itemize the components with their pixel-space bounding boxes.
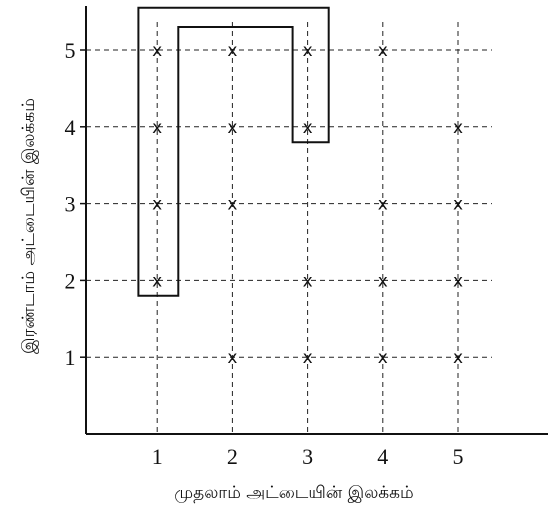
data-point-x-mark: x bbox=[453, 118, 463, 138]
y-tick-label: 3 bbox=[65, 192, 76, 217]
x-tick-labels: 1 2 3 4 5 bbox=[152, 444, 464, 469]
data-point-x-mark: x bbox=[303, 348, 313, 368]
x-tick-label: 4 bbox=[377, 444, 388, 469]
x-tick-label: 3 bbox=[302, 444, 313, 469]
event-region bbox=[137, 6, 330, 297]
y-tick-label: 5 bbox=[65, 38, 76, 63]
y-axis-title: இரண்டாம் அட்டையின் இலக்கம் bbox=[19, 98, 39, 354]
points: x x x x x x x x x x x x x x x x x x x x bbox=[152, 41, 463, 368]
x-axis-title: முதலாம் அட்டையின் இலக்கம் bbox=[174, 483, 413, 503]
data-point-x-mark: x bbox=[303, 41, 313, 61]
data-point-x-mark: x bbox=[378, 271, 388, 291]
data-point-x-mark: x bbox=[227, 118, 237, 138]
data-point-x-mark: x bbox=[227, 41, 237, 61]
y-tick-label: 4 bbox=[65, 115, 76, 140]
grid bbox=[80, 22, 492, 434]
y-tick-label: 2 bbox=[65, 268, 76, 293]
data-point-x-mark: x bbox=[378, 195, 388, 215]
data-point-x-mark: x bbox=[152, 271, 162, 291]
data-point-x-mark: x bbox=[453, 348, 463, 368]
data-point-x-mark: x bbox=[453, 195, 463, 215]
data-point-x-mark: x bbox=[303, 271, 313, 291]
data-point-x-mark: x bbox=[227, 348, 237, 368]
y-tick-labels: 1 2 3 4 5 bbox=[65, 38, 76, 370]
data-point-x-mark: x bbox=[152, 41, 162, 61]
data-point-x-mark: x bbox=[152, 195, 162, 215]
region-outline bbox=[137, 6, 330, 297]
data-point-x-mark: x bbox=[303, 118, 313, 138]
data-point-x-mark: x bbox=[453, 271, 463, 291]
x-tick-label: 5 bbox=[453, 444, 464, 469]
data-point-x-mark: x bbox=[378, 348, 388, 368]
data-point-x-mark: x bbox=[227, 195, 237, 215]
data-point-x-mark: x bbox=[378, 41, 388, 61]
x-tick-label: 1 bbox=[152, 444, 163, 469]
y-tick-label: 1 bbox=[65, 345, 76, 370]
x-tick-label: 2 bbox=[227, 444, 238, 469]
data-point-x-mark: x bbox=[152, 118, 162, 138]
